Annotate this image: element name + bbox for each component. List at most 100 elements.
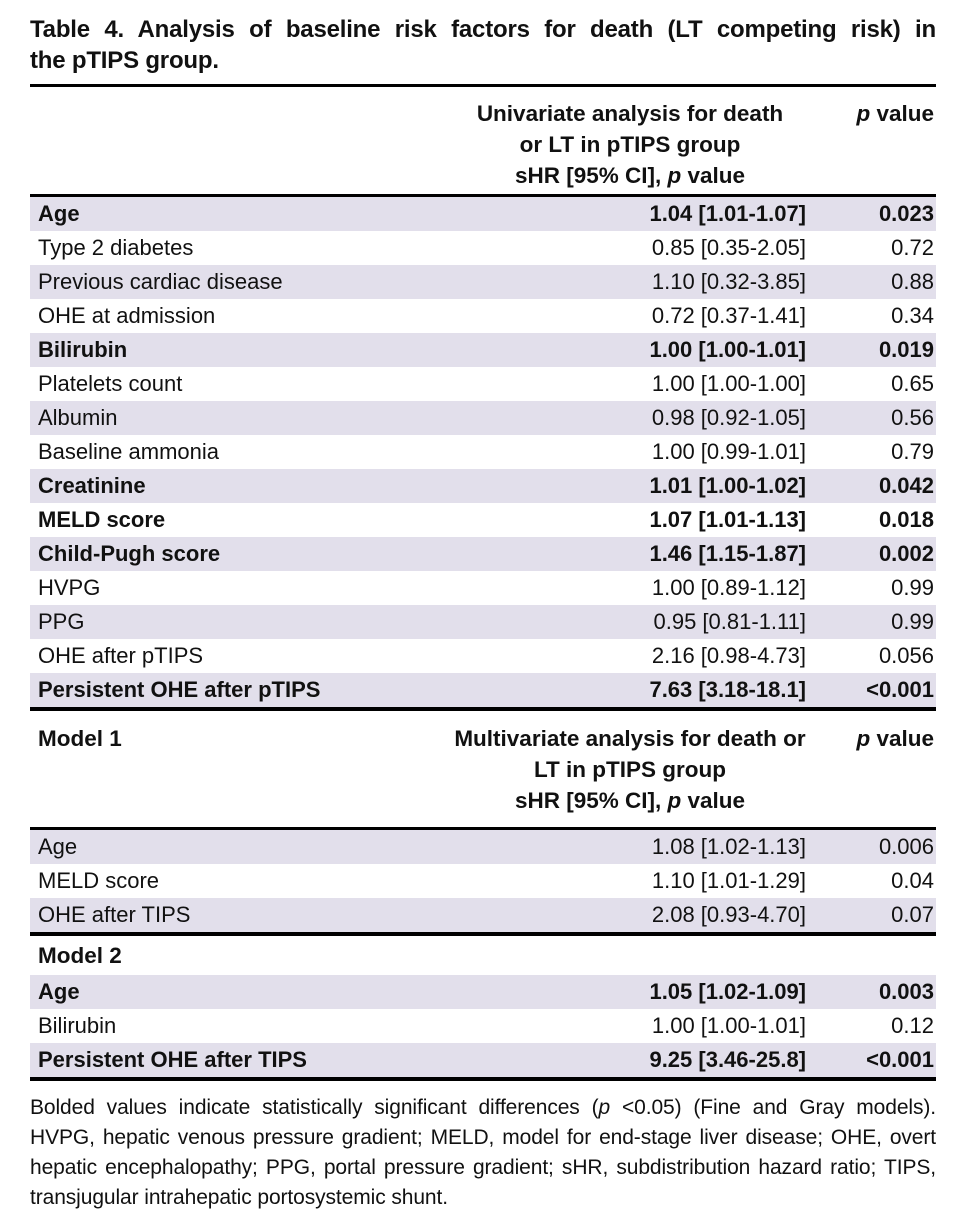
p-value: 0.88 — [891, 269, 934, 294]
row-label: Age — [38, 834, 78, 859]
p-value: 0.07 — [891, 902, 934, 927]
univariate-shr-header-line1: Univariate analysis for death — [476, 101, 784, 126]
shr-value: 1.00 [0.89-1.12] — [651, 575, 806, 600]
table-title: Table 4. Analysis of baseline risk facto… — [30, 14, 936, 76]
shr-value: 9.25 [3.46-25.8] — [649, 1047, 806, 1072]
table-row: OHE after TIPS 2.08 [0.93-4.70] 0.07 — [30, 898, 936, 934]
row-label: Age — [38, 201, 80, 226]
shr-value: 2.08 [0.93-4.70] — [651, 902, 806, 927]
shr-value: 1.00 [1.00-1.00] — [651, 371, 806, 396]
p-value: 0.056 — [878, 643, 934, 668]
table-row: Age 1.04 [1.01-1.07] 0.023 — [30, 195, 936, 231]
shr-value: 1.00 [0.99-1.01] — [651, 439, 806, 464]
row-label: OHE after pTIPS — [38, 643, 204, 668]
table-row: Creatinine 1.01 [1.00-1.02] 0.042 — [30, 469, 936, 503]
p-value: <0.001 — [866, 1047, 934, 1072]
p-value: <0.001 — [866, 677, 934, 702]
shr-value: 1.08 [1.02-1.13] — [651, 834, 806, 859]
row-label: HVPG — [38, 575, 101, 600]
univariate-shr-column-header: Univariate analysis for death or LT in p… — [450, 86, 810, 196]
table-row: Child-Pugh score 1.46 [1.15-1.87] 0.002 — [30, 537, 936, 571]
model1-shr-header-line1: Multivariate analysis for death or — [454, 726, 806, 751]
shr-value: 2.16 [0.98-4.73] — [651, 643, 806, 668]
table-row: MELD score 1.07 [1.01-1.13] 0.018 — [30, 503, 936, 537]
p-value: 0.12 — [891, 1013, 934, 1038]
model1-shr-header-line3: sHR [95% CI], p value — [514, 788, 746, 813]
model1-pvalue-column-header: p value — [856, 726, 934, 751]
row-label: Creatinine — [38, 473, 146, 498]
shr-value: 7.63 [3.18-18.1] — [649, 677, 806, 702]
table-title-line2: the pTIPS group. — [30, 47, 219, 74]
model1-header: Model 1 Multivariate analysis for death … — [30, 709, 936, 829]
univariate-shr-header-line3: sHR [95% CI], p value — [514, 163, 746, 188]
shr-value: 1.10 [0.32-3.85] — [651, 269, 806, 294]
p-value: 0.002 — [878, 541, 934, 566]
p-value: 0.023 — [878, 201, 934, 226]
table-row: Age 1.05 [1.02-1.09] 0.003 — [30, 975, 936, 1009]
row-label: OHE at admission — [38, 303, 216, 328]
row-label: Child-Pugh score — [38, 541, 221, 566]
row-label: PPG — [38, 609, 85, 634]
row-label: Previous cardiac disease — [38, 269, 283, 294]
p-value: 0.72 — [891, 235, 934, 260]
p-value: 0.99 — [891, 609, 934, 634]
shr-value: 1.05 [1.02-1.09] — [649, 979, 806, 1004]
model1-label: Model 1 — [38, 726, 122, 751]
row-label: Platelets count — [38, 371, 183, 396]
row-label: Age — [38, 979, 80, 1004]
shr-value: 0.85 [0.35-2.05] — [651, 235, 806, 260]
p-value: 0.003 — [878, 979, 934, 1004]
shr-value: 0.95 [0.81-1.11] — [653, 609, 807, 634]
shr-value: 1.01 [1.00-1.02] — [649, 473, 806, 498]
model1-shr-column-header: Multivariate analysis for death or LT in… — [450, 709, 810, 829]
p-value: 0.65 — [891, 371, 934, 396]
row-label: MELD score — [38, 507, 166, 532]
table-row: Previous cardiac disease 1.10 [0.32-3.85]… — [30, 265, 936, 299]
table-row: Type 2 diabetes 0.85 [0.35-2.05] 0.72 — [30, 231, 936, 265]
row-label: Persistent OHE after pTIPS — [38, 677, 321, 702]
shr-value: 1.10 [1.01-1.29] — [651, 868, 806, 893]
table-footnote: Bolded values indicate statistically sig… — [30, 1093, 936, 1213]
table-row: PPG 0.95 [0.81-1.11] 0.99 — [30, 605, 936, 639]
model2-body: Age 1.05 [1.02-1.09] 0.003 Bilirubin 1.00 [… — [30, 975, 936, 1079]
table-row: OHE after pTIPS 2.16 [0.98-4.73] 0.056 — [30, 639, 936, 673]
table-row: Bilirubin 1.00 [1.00-1.01] 0.019 — [30, 333, 936, 367]
p-value: 0.99 — [891, 575, 934, 600]
footnote-text-2: <0.05) (Fine and Gray models). HVPG, hep… — [30, 1096, 936, 1209]
p-value: 0.006 — [878, 834, 934, 859]
p-value: 0.042 — [878, 473, 934, 498]
row-label: Baseline ammonia — [38, 439, 219, 464]
model1-body: Age 1.08 [1.02-1.13] 0.006 MELD score 1.10 … — [30, 828, 936, 934]
table-row: Bilirubin 1.00 [1.00-1.01] 0.12 — [30, 1009, 936, 1043]
p-value: 0.019 — [878, 337, 934, 362]
row-label: Albumin — [38, 405, 118, 430]
table-row: Albumin 0.98 [0.92-1.05] 0.56 — [30, 401, 936, 435]
shr-value: 1.00 [1.00-1.01] — [649, 337, 806, 362]
shr-value: 1.46 [1.15-1.87] — [649, 541, 806, 566]
univariate-header-empty-cell — [30, 86, 450, 196]
table-row: OHE at admission 0.72 [0.37-1.41] 0.34 — [30, 299, 936, 333]
table-row: Platelets count 1.00 [1.00-1.00] 0.65 — [30, 367, 936, 401]
p-value: 0.34 — [891, 303, 934, 328]
table-title-line1: Table 4. Analysis of baseline risk facto… — [30, 16, 936, 43]
table-row: Persistent OHE after TIPS 9.25 [3.46-25.8… — [30, 1043, 936, 1079]
footnote-p-italic: p — [598, 1096, 611, 1119]
table-row: Baseline ammonia 1.00 [0.99-1.01] 0.79 — [30, 435, 936, 469]
model1-shr-header-line2: LT in pTIPS group — [533, 757, 727, 782]
shr-value: 1.04 [1.01-1.07] — [649, 201, 806, 226]
row-label: OHE after TIPS — [38, 902, 191, 927]
univariate-shr-header-line2: or LT in pTIPS group — [519, 132, 741, 157]
table-row: Age 1.08 [1.02-1.13] 0.006 — [30, 828, 936, 864]
univariate-header: Univariate analysis for death or LT in p… — [30, 85, 936, 196]
p-value: 0.018 — [878, 507, 934, 532]
p-value: 0.56 — [891, 405, 934, 430]
risk-factors-table: Univariate analysis for death or LT in p… — [30, 84, 936, 1081]
row-label: Bilirubin — [38, 337, 128, 362]
p-value: 0.04 — [891, 868, 934, 893]
footnote-text-1: Bolded values indicate statistically sig… — [30, 1096, 599, 1119]
shr-value: 0.72 [0.37-1.41] — [651, 303, 806, 328]
model1-header-row: Model 1 Multivariate analysis for death … — [30, 709, 936, 829]
shr-value: 1.07 [1.01-1.13] — [649, 507, 806, 532]
table-row: MELD score 1.10 [1.01-1.29] 0.04 — [30, 864, 936, 898]
